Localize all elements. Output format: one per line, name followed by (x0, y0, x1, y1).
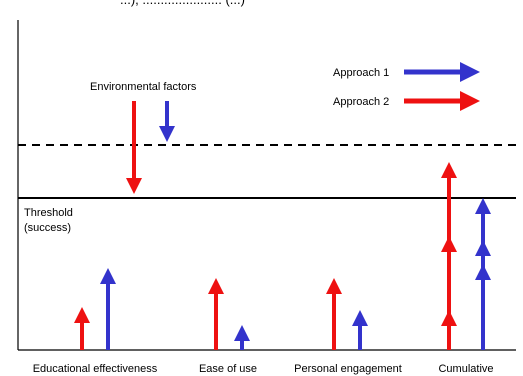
legend-approach1-label: Approach 1 (333, 67, 389, 79)
category-label-cumulative: Cumulative (438, 363, 493, 375)
category-label-educational-effectiveness: Educational effectiveness (33, 363, 158, 375)
category-label-personal-engagement: Personal engagement (294, 363, 402, 375)
legend-approach2-label: Approach 2 (333, 96, 389, 108)
threshold-label-line2: (success) (24, 222, 71, 234)
title-fragment: ...), ...................... (...) (120, 0, 245, 7)
threshold-label: Threshold (success) (24, 207, 76, 234)
environmental-factors-label: Environmental factors (90, 81, 197, 93)
category-label-ease-of-use: Ease of use (199, 363, 257, 375)
threshold-label-line1: Threshold (24, 207, 73, 219)
